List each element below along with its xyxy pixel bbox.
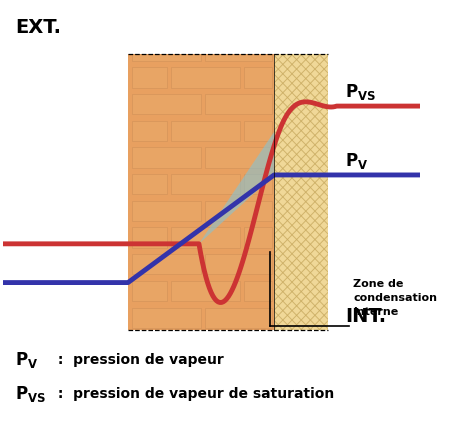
Bar: [244, 174, 272, 194]
Bar: [132, 307, 201, 328]
Text: INT.: INT.: [345, 307, 386, 326]
Bar: [132, 228, 166, 248]
Text: $\mathbf{P}_{\mathbf{V}}$: $\mathbf{P}_{\mathbf{V}}$: [15, 350, 39, 370]
Text: $\mathbf{P}_{\mathbf{VS}}$: $\mathbf{P}_{\mathbf{VS}}$: [15, 385, 46, 405]
Text: :  pression de vapeur: : pression de vapeur: [53, 353, 224, 367]
Bar: [244, 281, 272, 301]
Bar: [132, 147, 201, 167]
Text: Zone de
condensation
interne: Zone de condensation interne: [354, 279, 437, 317]
Bar: [274, 54, 328, 330]
Bar: [205, 307, 272, 328]
Bar: [171, 281, 239, 301]
Bar: [171, 174, 239, 194]
Bar: [171, 67, 239, 88]
Bar: [205, 201, 272, 221]
Bar: [205, 54, 272, 61]
Bar: [132, 281, 166, 301]
Bar: [205, 254, 272, 274]
Bar: [132, 254, 201, 274]
Bar: [244, 228, 272, 248]
Bar: [132, 121, 166, 141]
Bar: [205, 147, 272, 167]
Bar: [244, 121, 272, 141]
Text: EXT.: EXT.: [15, 18, 61, 37]
Bar: [132, 67, 166, 88]
Text: $\mathbf{P}_{\mathbf{VS}}$: $\mathbf{P}_{\mathbf{VS}}$: [345, 82, 376, 102]
Bar: [132, 54, 201, 61]
Bar: [244, 67, 272, 88]
Bar: [132, 174, 166, 194]
Bar: [171, 228, 239, 248]
Bar: [171, 121, 239, 141]
Bar: [128, 54, 274, 330]
Bar: [205, 94, 272, 114]
Bar: [132, 201, 201, 221]
Bar: [132, 94, 201, 114]
Polygon shape: [199, 132, 274, 244]
Text: :  pression de vapeur de saturation: : pression de vapeur de saturation: [53, 388, 334, 402]
Text: $\mathbf{P}_{\mathbf{V}}$: $\mathbf{P}_{\mathbf{V}}$: [345, 151, 368, 170]
